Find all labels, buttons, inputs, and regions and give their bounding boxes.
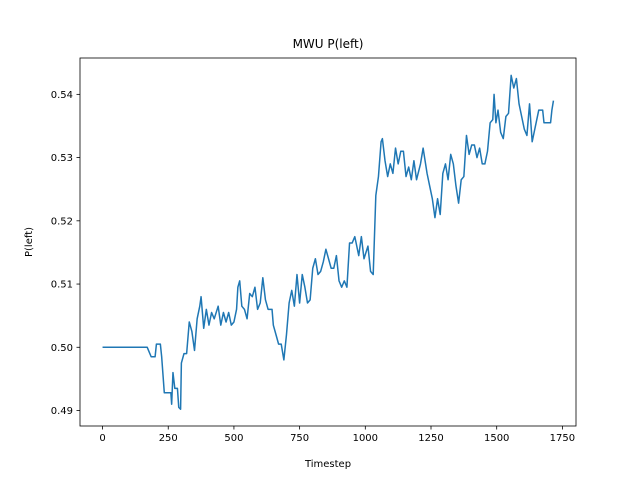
y-tick-label: 0.52 <box>51 216 73 227</box>
plot-frame <box>79 57 577 427</box>
line-series <box>102 74 555 410</box>
x-tick-label: 750 <box>290 433 309 444</box>
x-tick-label: 1250 <box>418 433 443 444</box>
y-axis-label: P(left) <box>24 227 35 257</box>
y-tick-label: 0.50 <box>51 343 73 354</box>
x-axis-label: Timestep <box>304 459 351 470</box>
x-tick-label: 1750 <box>550 433 575 444</box>
y-tick-label: 0.49 <box>51 406 73 417</box>
x-tick-label: 250 <box>159 433 178 444</box>
x-tick-label: 1500 <box>484 433 509 444</box>
y-tick-label: 0.51 <box>51 280 73 291</box>
y-tick-label: 0.54 <box>51 90 73 101</box>
y-tick-label: 0.53 <box>51 153 73 164</box>
x-tick-label: 1000 <box>353 433 378 444</box>
x-tick-label: 500 <box>224 433 243 444</box>
x-tick-label: 0 <box>99 433 105 444</box>
chart-title: MWU P(left) <box>293 37 364 51</box>
